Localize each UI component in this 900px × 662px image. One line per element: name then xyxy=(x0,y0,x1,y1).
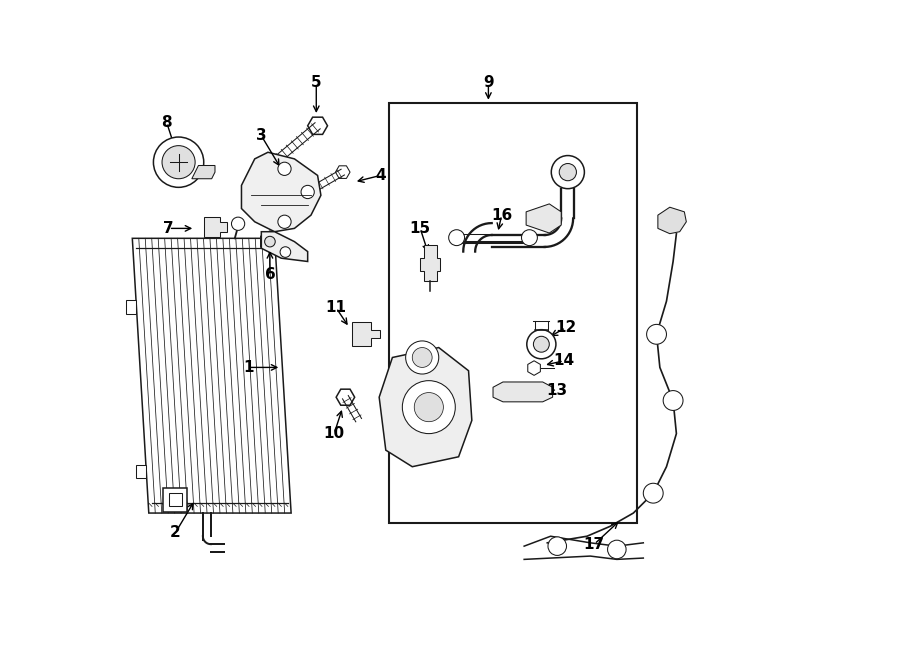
Circle shape xyxy=(608,540,626,559)
Circle shape xyxy=(153,137,203,187)
Circle shape xyxy=(265,236,275,247)
Polygon shape xyxy=(336,389,355,405)
Circle shape xyxy=(548,537,566,555)
Circle shape xyxy=(278,162,291,175)
Polygon shape xyxy=(336,166,350,179)
Circle shape xyxy=(449,230,464,246)
Text: 15: 15 xyxy=(410,221,431,236)
Polygon shape xyxy=(203,217,227,237)
Polygon shape xyxy=(526,204,562,233)
Text: 6: 6 xyxy=(265,267,275,282)
Text: 11: 11 xyxy=(326,301,346,315)
Circle shape xyxy=(521,230,537,246)
Text: 1: 1 xyxy=(243,360,253,375)
Text: 16: 16 xyxy=(491,208,512,222)
Polygon shape xyxy=(261,232,308,261)
Circle shape xyxy=(278,215,291,228)
Circle shape xyxy=(406,341,438,374)
Polygon shape xyxy=(527,361,540,375)
Bar xyxy=(168,493,182,506)
Text: 12: 12 xyxy=(555,320,577,335)
Bar xyxy=(389,103,637,523)
Text: 7: 7 xyxy=(163,221,174,236)
Circle shape xyxy=(412,348,432,367)
Circle shape xyxy=(302,185,314,199)
Polygon shape xyxy=(352,322,380,346)
Polygon shape xyxy=(261,231,279,252)
Text: 3: 3 xyxy=(256,128,266,143)
Text: 2: 2 xyxy=(170,526,181,540)
Text: 4: 4 xyxy=(375,168,386,183)
Text: 17: 17 xyxy=(584,537,605,551)
Circle shape xyxy=(646,324,667,344)
Circle shape xyxy=(526,330,556,359)
Polygon shape xyxy=(132,238,291,513)
Text: 13: 13 xyxy=(546,383,568,398)
Text: 14: 14 xyxy=(554,354,574,368)
Polygon shape xyxy=(241,152,321,232)
Circle shape xyxy=(162,146,195,179)
Bar xyxy=(126,301,137,314)
Text: 8: 8 xyxy=(161,115,172,130)
Circle shape xyxy=(559,164,576,181)
Circle shape xyxy=(402,381,455,434)
Circle shape xyxy=(231,217,245,230)
Polygon shape xyxy=(493,382,553,402)
Circle shape xyxy=(644,483,663,503)
Polygon shape xyxy=(308,117,328,134)
Bar xyxy=(164,488,187,512)
Circle shape xyxy=(663,391,683,410)
Polygon shape xyxy=(658,207,687,234)
Text: 10: 10 xyxy=(324,426,345,441)
Text: 9: 9 xyxy=(483,75,494,90)
Circle shape xyxy=(552,156,584,189)
Polygon shape xyxy=(379,348,472,467)
Circle shape xyxy=(280,247,291,258)
Polygon shape xyxy=(192,166,215,179)
Circle shape xyxy=(534,336,549,352)
Polygon shape xyxy=(420,245,440,281)
Bar xyxy=(136,465,147,479)
Text: 5: 5 xyxy=(311,75,321,90)
Circle shape xyxy=(414,393,444,422)
